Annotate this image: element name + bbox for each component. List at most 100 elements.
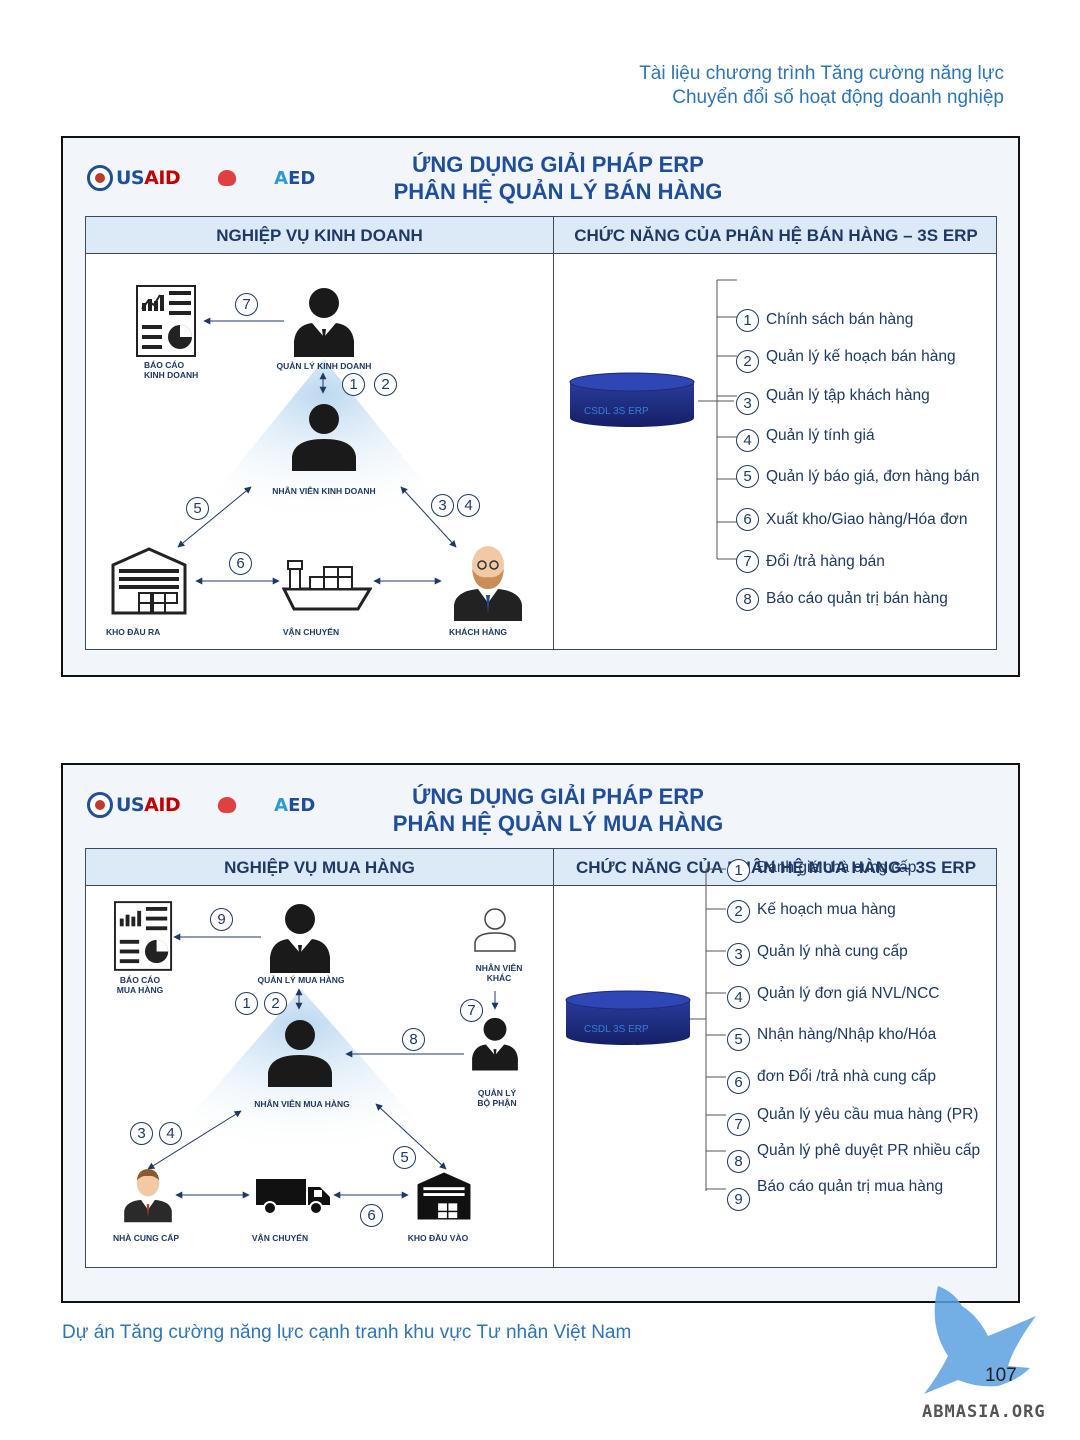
sales-report-icon <box>136 285 196 357</box>
inbound-warehouse-icon <box>417 1172 471 1220</box>
sales-function-item: Quản lý tập khách hàng <box>766 387 930 404</box>
sales-ship-icon <box>282 560 372 611</box>
purchase-column-divider <box>553 849 554 1267</box>
sales-function-tree <box>698 279 737 560</box>
function-number-badge: 7 <box>736 550 759 573</box>
flow-step-badge: 4 <box>457 494 480 517</box>
sales-report-label: BÁO CÁO KINH DOANH <box>144 360 199 380</box>
purchase-database-icon <box>565 990 691 1045</box>
page-footer: Dự án Tăng cường năng lực cạnh tranh khu… <box>62 1322 632 1343</box>
function-number-badge: 8 <box>736 588 759 611</box>
flow-step-badge: 7 <box>460 999 483 1022</box>
flow-step-badge: 3 <box>431 494 454 517</box>
function-number-badge: 7 <box>727 1113 750 1136</box>
purchase-function-item: Đánh giá nhà cung cấp <box>757 859 917 876</box>
other-staff-icon <box>474 908 516 952</box>
flow-step-badge: 6 <box>229 552 252 575</box>
purchase-slide-title: ỨNG DỤNG GIẢI PHÁP ERP PHÂN HỆ QUẢN LÝ M… <box>392 784 724 836</box>
purchase-manager-icon <box>270 904 330 973</box>
sales-function-item: Quản lý báo giá, đơn hàng bán <box>766 468 980 485</box>
aed-logo: AED <box>274 167 316 189</box>
header-line-1: Tài liệu chương trình Tăng cường năng lự… <box>639 63 1004 84</box>
sales-col-left-header: NGHIỆP VỤ KINH DOANH <box>216 226 423 245</box>
truck-icon <box>256 1179 330 1215</box>
purchase-col-left-header: NGHIỆP VỤ MUA HÀNG <box>224 858 415 877</box>
usaid-seal-icon <box>87 792 113 818</box>
purchase-staff-label: NHÂN VIÊN MUA HÀNG <box>254 1099 350 1109</box>
flow-step-badge: 1 <box>235 992 258 1015</box>
flow-step-badge: 2 <box>374 373 397 396</box>
sales-function-item: Quản lý kế hoạch bán hàng <box>766 348 956 365</box>
function-number-badge: 2 <box>727 900 750 923</box>
sales-warehouse-label: KHO ĐẦU RA <box>106 627 161 637</box>
page-number: 107 <box>985 1365 1017 1386</box>
function-number-badge: 6 <box>727 1071 750 1094</box>
function-number-badge: 6 <box>736 508 759 531</box>
purchase-function-item: Quản lý yêu cầu mua hàng (PR) <box>757 1106 979 1123</box>
flow-step-badge: 9 <box>210 908 233 931</box>
function-number-badge: 5 <box>736 465 759 488</box>
sales-column-divider <box>553 217 554 649</box>
flow-step-badge: 1 <box>342 373 365 396</box>
sales-staff-icon <box>292 404 356 471</box>
usaid-seal-icon <box>87 165 113 191</box>
purchase-function-item: Quản lý đơn giá NVL/NCC <box>757 985 940 1002</box>
function-number-badge: 4 <box>736 429 759 452</box>
other-staff-label: NHÂN VIÊN KHÁC <box>475 963 523 983</box>
purchase-report-icon <box>114 901 173 971</box>
purchase-staff-icon <box>268 1020 332 1087</box>
partner-logos: USAID AED <box>87 158 315 198</box>
purchase-function-item: Báo cáo quản trị mua hàng <box>757 1178 944 1195</box>
sales-function-item: Đổi /trả hàng bán <box>766 553 885 570</box>
watermark-griffin-icon <box>924 1286 1036 1394</box>
function-number-badge: 3 <box>727 943 750 966</box>
sales-slide: USAID AED ỨNG DỤNG GIẢI PHÁP ERP PHÂN HỆ… <box>61 136 1020 677</box>
mpi-logo-icon <box>218 170 237 186</box>
page-header: Tài liệu chương trình Tăng cường năng lự… <box>639 62 1004 110</box>
function-number-badge: 2 <box>736 350 759 373</box>
flow-step-badge: 5 <box>186 497 209 520</box>
purchase-report-label: BÁO CÁO MUA HÀNG <box>116 975 164 995</box>
sales-manager-icon <box>294 288 354 357</box>
sales-database-icon <box>569 372 695 427</box>
sales-slide-title: ỨNG DỤNG GIẢI PHÁP ERP PHÂN HỆ QUẢN LÝ B… <box>393 152 723 204</box>
aed-logo: AED <box>274 794 316 816</box>
function-number-badge: 1 <box>736 309 759 332</box>
purchase-database-label: CSDL 3S ERP <box>584 1024 649 1035</box>
sales-function-item: Xuất kho/Giao hàng/Hóa đơn <box>766 511 968 528</box>
function-number-badge: 9 <box>727 1188 750 1211</box>
sales-manager-label: QUẢN LÝ KINH DOANH <box>276 361 372 371</box>
supplier-label: NHÀ CUNG CẤP <box>112 1233 180 1243</box>
purchase-slide: USAID AED ỨNG DỤNG GIẢI PHÁP ERP PHÂN HỆ… <box>61 763 1020 1303</box>
sales-database-label: CSDL 3S ERP <box>584 406 649 417</box>
function-number-badge: 4 <box>727 986 750 1009</box>
dept-manager-icon <box>472 1017 518 1071</box>
dept-manager-label: QUẢN LÝ BỘ PHẬN <box>477 1088 517 1108</box>
purchase-function-item: Kế hoạch mua hàng <box>757 901 896 918</box>
sales-function-item: Chính sách bán hàng <box>766 311 914 328</box>
usaid-logo: USAID <box>87 792 181 818</box>
purchase-table: NGHIỆP VỤ MUA HÀNG CHỨC NĂNG CỦA PHÂN HỆ… <box>85 848 997 1268</box>
header-line-2: Chuyển đổi số hoạt động doanh nghiệp <box>672 87 1004 108</box>
flow-step-badge: 4 <box>159 1122 182 1145</box>
purchase-function-item: Nhận hàng/Nhập kho/Hóa <box>757 1026 937 1043</box>
supplier-icon <box>124 1169 172 1223</box>
function-number-badge: 5 <box>727 1028 750 1051</box>
flow-step-badge: 3 <box>130 1122 153 1145</box>
partner-logos: USAID AED <box>87 785 315 825</box>
purchase-function-item: đơn Đổi /trả nhà cung cấp <box>757 1068 937 1085</box>
flow-step-badge: 6 <box>360 1204 383 1227</box>
flow-step-badge: 7 <box>235 293 258 316</box>
purchase-shipping-label: VẬN CHUYỂN <box>251 1233 309 1243</box>
flow-step-badge: 5 <box>393 1146 416 1169</box>
watermark-text: ABMASIA.ORG <box>922 1402 1046 1422</box>
flow-step-badge: 2 <box>264 992 287 1015</box>
sales-customer-icon <box>454 546 522 621</box>
sales-col-right-header: CHỨC NĂNG CỦA PHÂN HỆ BÁN HÀNG – 3S ERP <box>574 226 978 245</box>
sales-warehouse-icon <box>111 547 187 615</box>
sales-function-item: Báo cáo quản trị bán hàng <box>766 590 948 607</box>
purchase-function-item: Quản lý nhà cung cấp <box>757 943 908 960</box>
sales-table-header <box>86 217 996 254</box>
function-number-badge: 3 <box>736 392 759 415</box>
sales-function-item: Quản lý tính giá <box>766 427 875 444</box>
